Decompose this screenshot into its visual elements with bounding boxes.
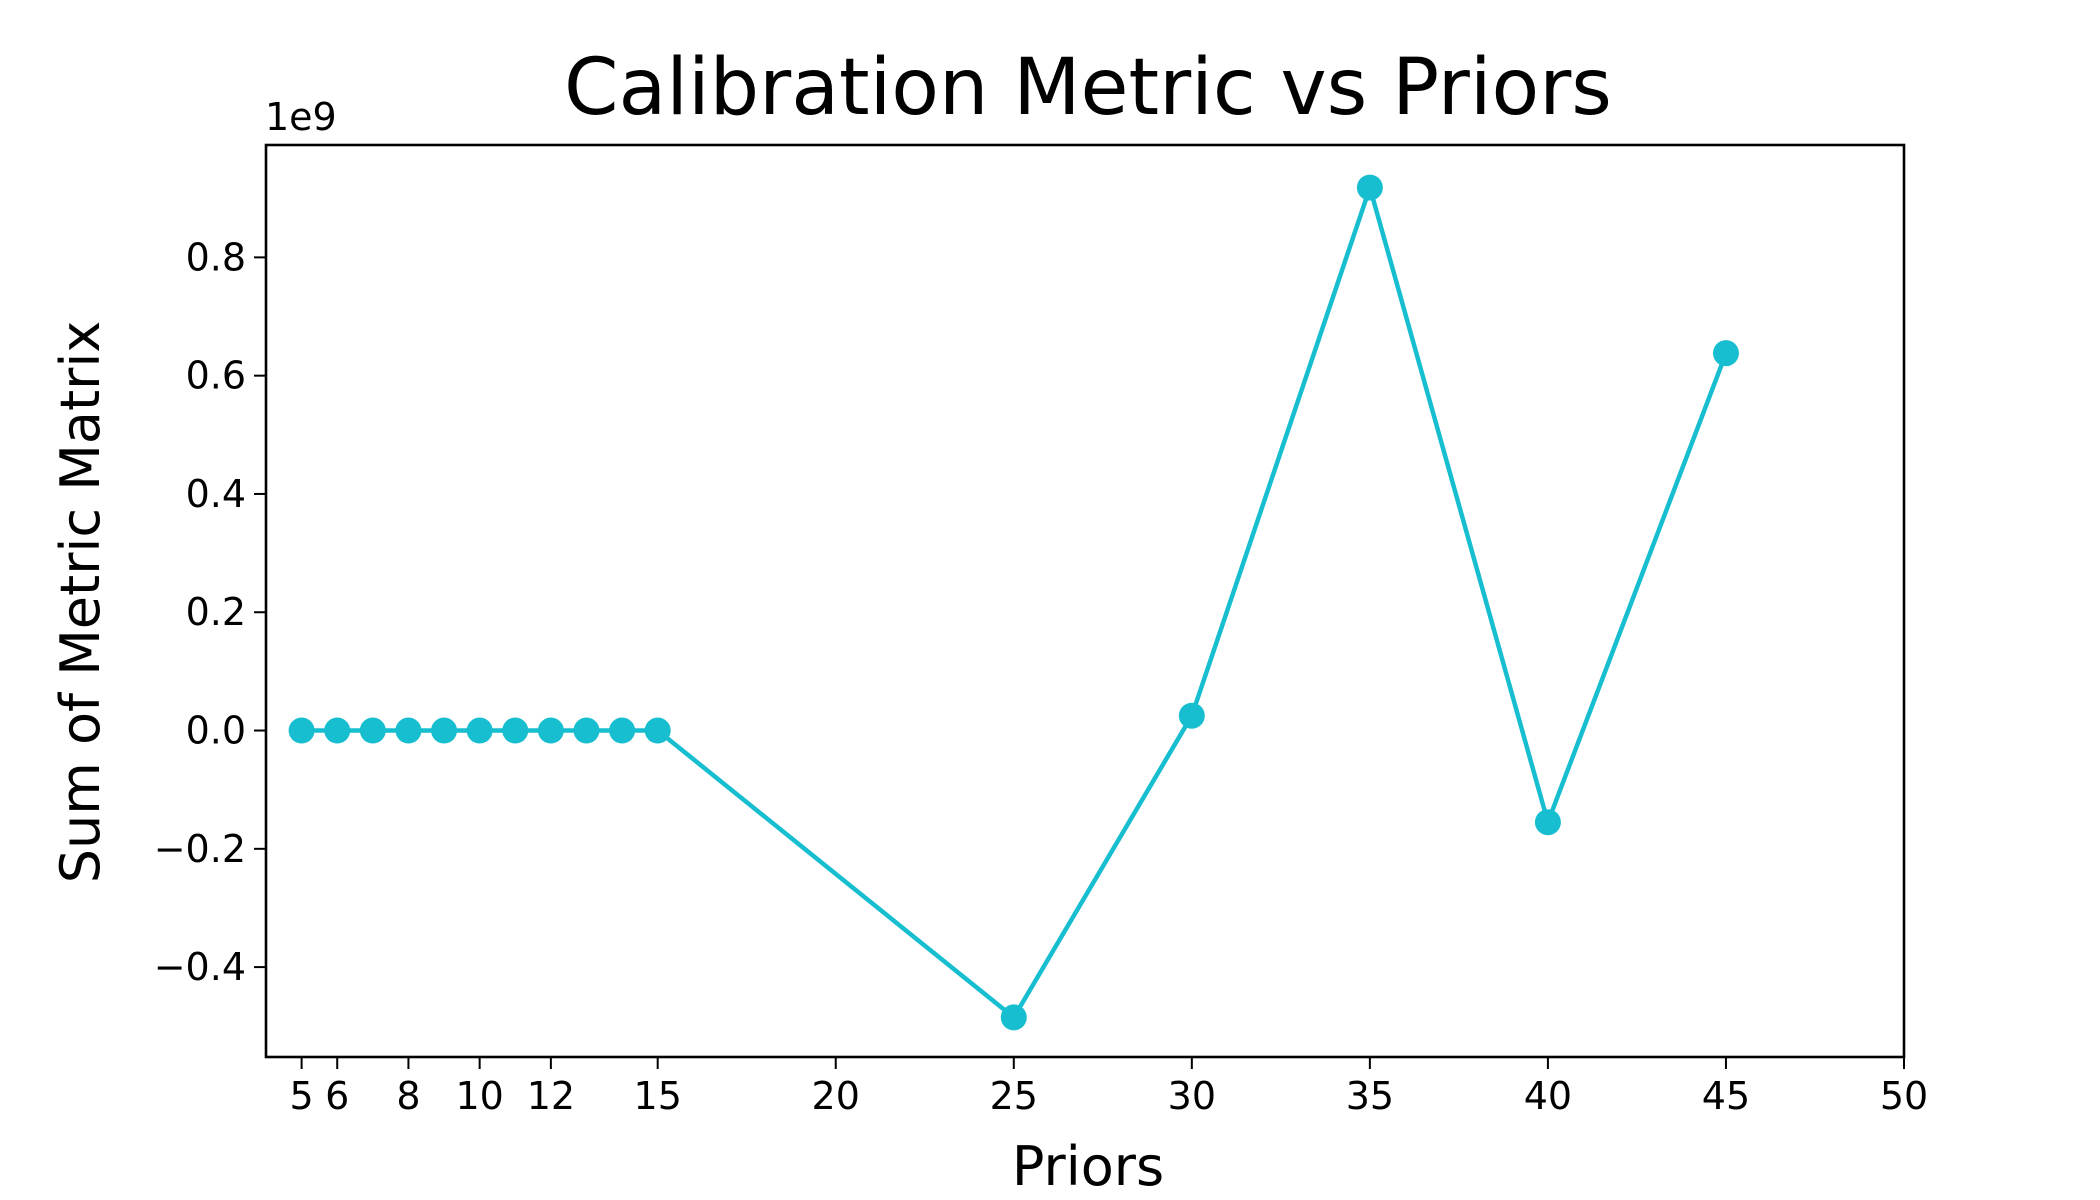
x-tick-label: 25: [990, 1074, 1038, 1118]
data-point: [431, 717, 458, 744]
y-tick-label: −0.2: [154, 827, 246, 871]
plot-frame: [264, 143, 1906, 1059]
y-axis-offset-label: 1e9: [265, 95, 337, 139]
data-point: [644, 717, 671, 744]
x-tick-label: 15: [634, 1074, 682, 1118]
data-point: [537, 717, 564, 744]
data-point: [359, 717, 386, 744]
x-tick-label: 10: [455, 1074, 503, 1118]
axis-ticks: 5 6 8 10 12 15 20 25 30 35 40 45 50 −0.4 −0.2 0.0 0.2 0.4…: [154, 235, 1928, 1118]
y-tick-label: 0.8: [186, 235, 246, 279]
data-point: [1178, 702, 1205, 729]
y-tick-label: 0.0: [186, 709, 246, 753]
x-tick-label: 30: [1168, 1074, 1216, 1118]
chart-title: Calibration Metric vs Priors: [564, 43, 1612, 133]
data-point: [1356, 174, 1383, 201]
x-tick-label: 8: [396, 1074, 420, 1118]
x-axis-label: Priors: [1012, 1135, 1164, 1198]
y-tick-label: −0.4: [154, 945, 246, 989]
data-point: [288, 717, 315, 744]
data-point: [609, 717, 636, 744]
data-point: [1712, 340, 1739, 367]
data-point: [395, 717, 422, 744]
series-line: [301, 185, 1729, 1020]
x-tick-label: 35: [1346, 1074, 1394, 1118]
data-point: [324, 717, 351, 744]
x-tick-label: 12: [527, 1074, 575, 1118]
x-tick-label: 5: [290, 1074, 314, 1118]
data-point: [1534, 809, 1561, 836]
plot-series: [288, 174, 1739, 1031]
data-point: [1000, 1004, 1027, 1031]
y-axis-label: Sum of Metric Matrix: [49, 321, 112, 884]
x-tick-label: 45: [1702, 1074, 1750, 1118]
x-tick-label: 40: [1524, 1074, 1572, 1118]
y-tick-label: 0.2: [186, 590, 246, 634]
x-tick-label: 20: [812, 1074, 860, 1118]
y-tick-label: 0.6: [186, 354, 246, 398]
x-tick-label: 6: [325, 1074, 349, 1118]
x-tick-label: 50: [1880, 1074, 1928, 1118]
data-point: [573, 717, 600, 744]
data-point: [502, 717, 529, 744]
data-point: [466, 717, 493, 744]
y-tick-label: 0.4: [186, 472, 246, 516]
